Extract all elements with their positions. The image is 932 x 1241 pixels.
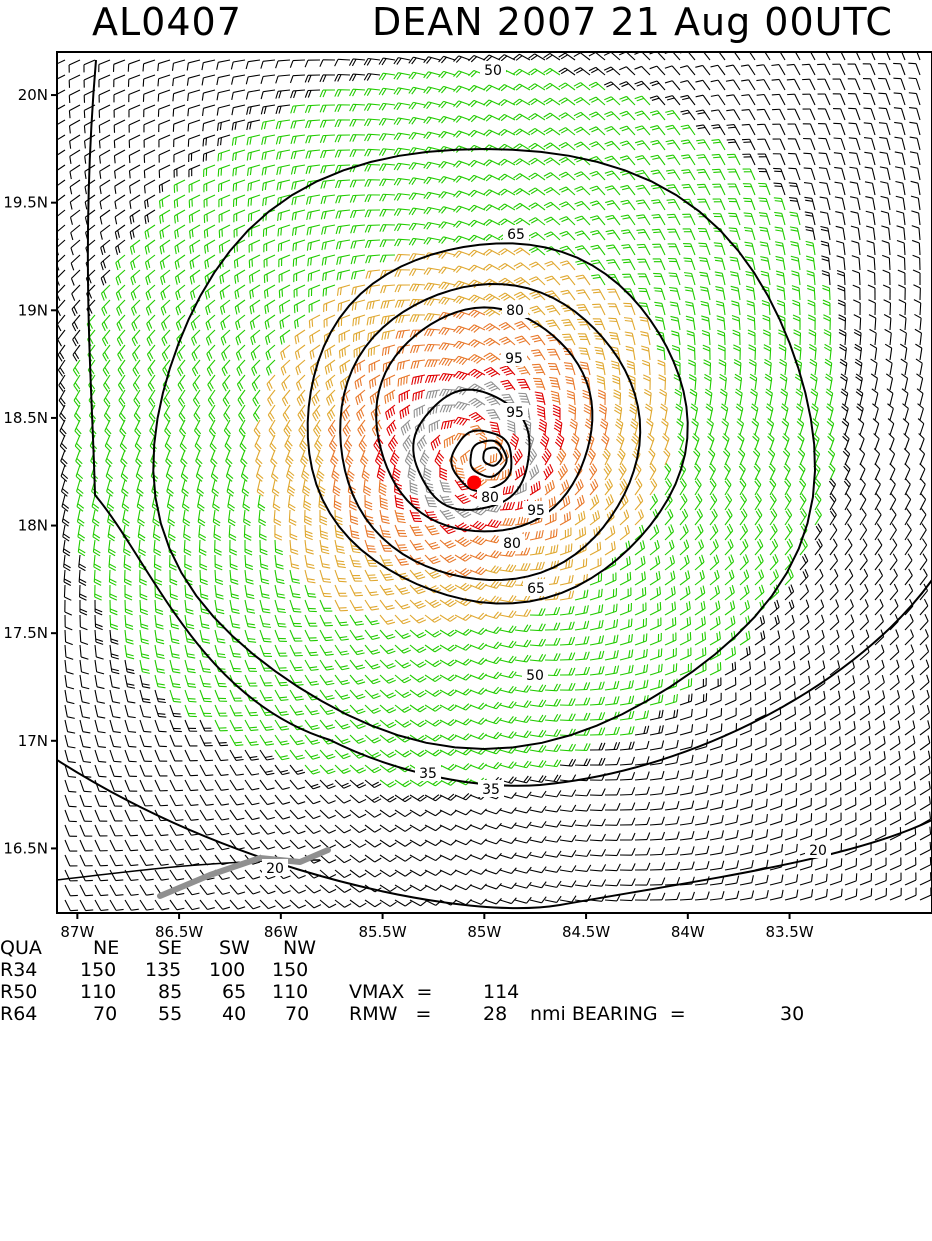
contour-label: 95: [527, 503, 545, 519]
r50-se: 85: [158, 982, 182, 1004]
contour-label: 50: [526, 668, 544, 684]
vmax-value: 114: [483, 982, 519, 1004]
lat-label: 19.5N: [3, 194, 48, 212]
contour-label: 35: [419, 766, 437, 782]
r64-sw: 40: [222, 1004, 246, 1026]
contour-label: 65: [507, 227, 525, 243]
contour-label: 80: [506, 303, 524, 319]
table-header-sw: SW: [219, 938, 250, 960]
contour-label: 80: [481, 490, 499, 506]
rmw-label: RMW =: [349, 1004, 431, 1026]
contour-label: 20: [809, 843, 827, 859]
r34-ne: 150: [80, 960, 116, 982]
table-row-r64: R64 70 55 40 70 RMW = 28 nmi BEARING = 3…: [0, 1004, 24, 1026]
r34-nw: 150: [272, 960, 308, 982]
lat-label: 18N: [18, 517, 48, 535]
r64-nw: 70: [285, 1004, 309, 1026]
table-header-ne: NE: [93, 938, 119, 960]
contour-label: 65: [527, 581, 545, 597]
lat-label: 16.5N: [3, 839, 48, 857]
lon-label: 86.5W: [155, 923, 203, 938]
r34-label: R34: [0, 960, 37, 982]
rmw-unit-bearing-label: nmi BEARING =: [530, 1004, 686, 1026]
r64-se: 55: [158, 1004, 182, 1026]
lon-label: 85.5W: [358, 923, 406, 938]
rmw-value: 28: [483, 1004, 507, 1026]
lat-label: 20N: [18, 86, 48, 104]
lon-label: 83.5W: [765, 923, 813, 938]
r34-se: 135: [145, 960, 181, 982]
r64-ne: 70: [93, 1004, 117, 1026]
latitude-labels: 20N 19.5N 19N 18.5N 18N 17.5N 17N 16.5N: [3, 86, 48, 857]
table-header-row: QUA NE SE SW NW: [0, 938, 24, 960]
contour-label: 20: [266, 861, 284, 877]
lon-label: 85W: [467, 923, 501, 938]
r50-label: R50: [0, 982, 37, 1004]
table-header-qua: QUA: [0, 938, 42, 960]
r64-label: R64: [0, 1004, 37, 1026]
vmax-label: VMAX =: [349, 982, 432, 1004]
lat-label: 18.5N: [3, 409, 48, 427]
r50-ne: 110: [80, 982, 116, 1004]
wind-radii-table: QUA NE SE SW NW R34 150 135 100 150 R50 …: [0, 938, 932, 1025]
table-row-r34: R34 150 135 100 150: [0, 960, 24, 982]
wind-map: 50 65 80 95 95 80 95 80 65 50 35 35 20 20 20N 19.5N 19N…: [0, 0, 932, 938]
lat-label: 17N: [18, 732, 48, 750]
contour-label: 95: [506, 405, 524, 421]
lon-label: 87W: [60, 923, 94, 938]
lon-label: 86W: [264, 923, 298, 938]
table-row-r50: R50 110 85 65 110 VMAX = 114: [0, 982, 24, 1004]
table-header-se: SE: [158, 938, 182, 960]
lon-label: 84.5W: [562, 923, 610, 938]
r50-sw: 65: [222, 982, 246, 1004]
r50-nw: 110: [272, 982, 308, 1004]
r34-sw: 100: [209, 960, 245, 982]
lat-label: 19N: [18, 301, 48, 319]
lat-label: 17.5N: [3, 624, 48, 642]
contour-label: 35: [482, 782, 500, 798]
lon-label: 84W: [671, 923, 705, 938]
longitude-labels: 87W 86.5W 86W 85.5W 85W 84.5W 84W 83.5W: [60, 923, 813, 938]
contour-label: 50: [484, 63, 502, 79]
contour-label: 80: [503, 536, 521, 552]
contour-label: 95: [505, 351, 523, 367]
storm-center-marker: [467, 476, 481, 490]
table-header-nw: NW: [283, 938, 316, 960]
bearing-value: 30: [780, 1004, 804, 1026]
